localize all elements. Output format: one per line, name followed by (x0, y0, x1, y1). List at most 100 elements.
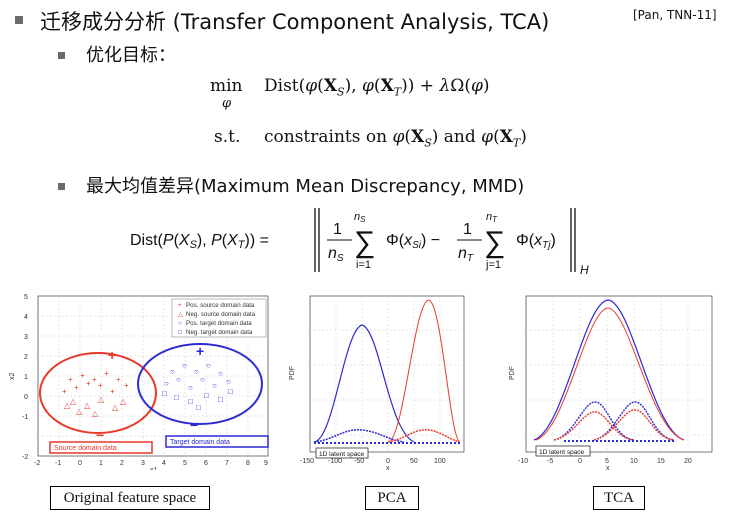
constraint-expression: constraints on φ(XS) and φ(XT) (264, 127, 527, 150)
target-ellipse (137, 343, 263, 425)
svg-text:+: + (104, 369, 109, 378)
title-bullet (15, 16, 23, 24)
target-minus-sign: − (190, 417, 198, 433)
x-tick: 7 (225, 460, 229, 467)
pca-xlabel: x (386, 465, 390, 470)
svg-text:○: ○ (194, 367, 199, 376)
y-tick: 0 (24, 394, 28, 401)
sum-upper-t: nT (486, 211, 498, 224)
svg-text:□: □ (196, 403, 201, 412)
source-minus-sign: − (96, 427, 104, 443)
svg-text:△: △ (98, 395, 105, 404)
svg-text:□: □ (204, 391, 209, 400)
x-tick: 8 (246, 460, 250, 467)
svg-text:+: + (178, 302, 182, 309)
st-word: s.t. (214, 127, 241, 147)
legend-neg-source: Neg. source domain data (186, 311, 256, 318)
svg-text:○: ○ (170, 367, 175, 376)
pca-x-tick: -150 (300, 458, 314, 465)
svg-text:+: + (62, 387, 67, 396)
min-operator: min (210, 76, 243, 96)
x-tick: -1 (55, 460, 61, 467)
x-tick: 5 (183, 460, 187, 467)
frac-den-t: nT (458, 245, 474, 264)
y-tick: -1 (22, 414, 28, 421)
pca-x-tick: 100 (434, 458, 446, 465)
y-tick: 5 (24, 294, 28, 301)
sum-upper-s: nS (354, 211, 366, 224)
x-tick: 2 (120, 460, 124, 467)
tca-x-tick: -10 (518, 458, 528, 465)
frac-num-t: 1 (463, 221, 472, 238)
pca-x-tick: -100 (328, 458, 342, 465)
svg-text:△: △ (120, 397, 127, 406)
tca-ylabel: PDF (509, 366, 516, 380)
norm-subscript: H (580, 263, 589, 277)
legend-neg-target: Neg. target domain data (186, 329, 253, 336)
svg-text:○: ○ (200, 375, 205, 384)
svg-text:○: ○ (226, 377, 231, 386)
svg-text:+: + (124, 381, 129, 390)
sum-sigma-s: ∑ (354, 226, 375, 259)
svg-text:+: + (98, 381, 103, 390)
target-plus-sign: + (196, 343, 204, 359)
pca-ylabel: PDF (289, 366, 296, 380)
x-tick: 4 (162, 460, 166, 467)
tca-x-tick: -5 (547, 458, 553, 465)
svg-text:○: ○ (188, 383, 193, 392)
sum-lower-j: j=1 (485, 259, 501, 271)
pca-x-tick: 50 (410, 458, 418, 465)
y-tick: 1 (24, 374, 28, 381)
legend-pos-target: Pos. target domain data (186, 320, 252, 327)
svg-text:□: □ (228, 387, 233, 396)
tca-x-tick: 5 (605, 458, 609, 465)
pca-source-curve (387, 299, 461, 443)
y-axis-label: x2 (9, 373, 16, 381)
y-tick: -2 (22, 454, 28, 461)
target-domain-label: Target domain data (170, 439, 230, 446)
frac-den-s: nS (328, 245, 344, 264)
min-subscript: φ (222, 96, 232, 111)
caption-pca: PCA (365, 486, 419, 510)
y-tick: 2 (24, 354, 28, 361)
tca-target-curve (533, 299, 685, 441)
svg-text:△: △ (84, 401, 91, 410)
citation: [Pan, TNN-11] (633, 8, 717, 22)
tca-x-tick: 20 (684, 458, 692, 465)
svg-text:△: △ (112, 403, 119, 412)
min-word: min (210, 76, 243, 96)
caption-original: Original feature space (50, 486, 210, 510)
x-tick: 6 (204, 460, 208, 467)
x-tick: 0 (78, 460, 82, 467)
mmd-bullet (58, 183, 65, 190)
y-tick: 4 (24, 314, 28, 321)
svg-text:△: △ (92, 409, 99, 418)
svg-text:○: ○ (218, 369, 223, 378)
tca-x-tick: 15 (657, 458, 665, 465)
frac-num-s: 1 (333, 221, 342, 238)
svg-text:□: □ (218, 395, 223, 404)
original-feature-plot: 5 4 3 2 1 0 -1 -2 -2 -1 0 1 2 3 4 5 6 7 … (9, 294, 269, 470)
pca-latent-label: 1D latent space (319, 451, 365, 458)
sum-lower-i: i=1 (356, 259, 371, 271)
svg-text:○: ○ (212, 381, 217, 390)
svg-text:□: □ (162, 389, 167, 398)
svg-text:+: + (116, 375, 121, 384)
x-tick: 9 (264, 460, 268, 467)
mmd-formula: Dist(P(XS), P(XT)) = 1 nS nS ∑ i=1 Φ(xSi… (130, 208, 589, 277)
svg-text:○: ○ (182, 361, 187, 370)
pca-x-tick: -50 (354, 458, 364, 465)
svg-text:□: □ (188, 397, 193, 406)
slide-title: 迁移成分分析 (Transfer Component Analysis, TCA… (40, 10, 550, 34)
tca-x-tick: 10 (630, 458, 638, 465)
svg-text:○: ○ (176, 375, 181, 384)
svg-text:□: □ (178, 329, 182, 336)
svg-text:+: + (92, 375, 97, 384)
objective-heading: 优化目标： (86, 45, 176, 66)
x-tick: 3 (141, 460, 145, 467)
svg-text:+: + (68, 375, 73, 384)
svg-text:□: □ (174, 393, 179, 402)
tca-source-curve (535, 307, 685, 441)
term-s: Φ(xSi) − (386, 232, 440, 251)
svg-text:+: + (110, 387, 115, 396)
